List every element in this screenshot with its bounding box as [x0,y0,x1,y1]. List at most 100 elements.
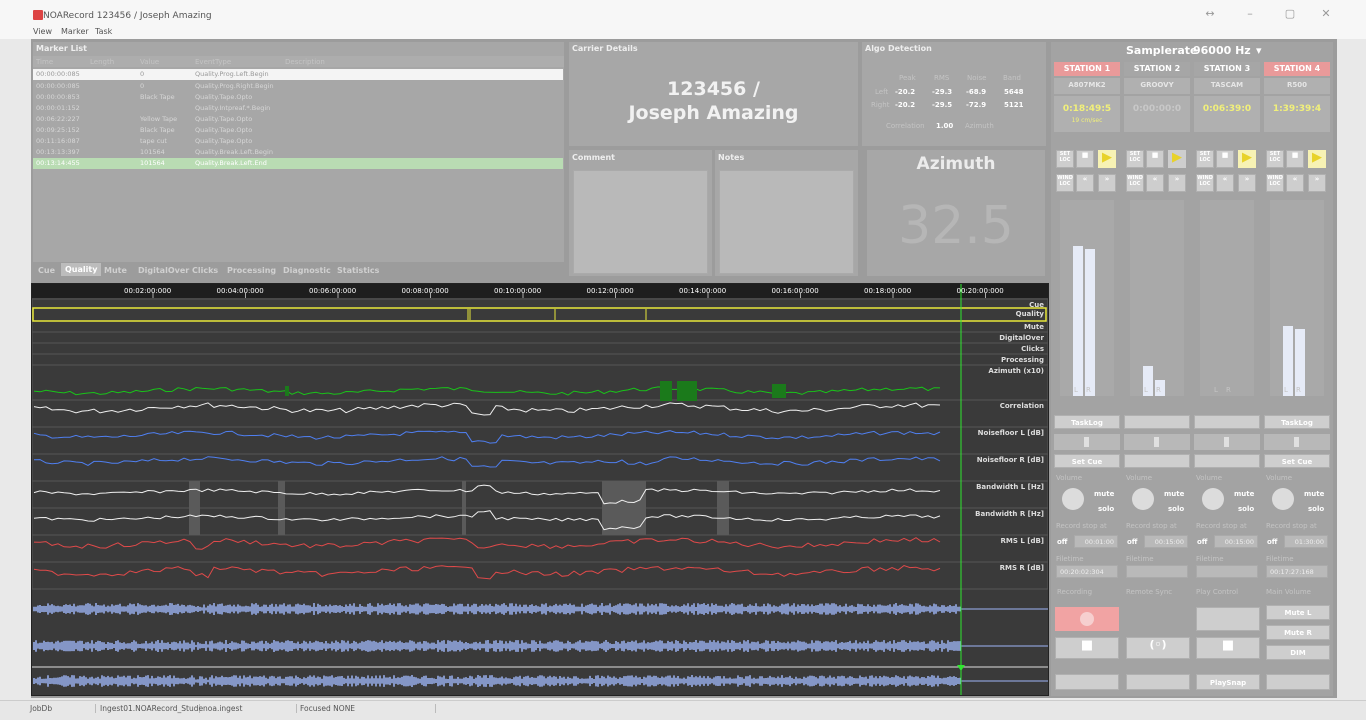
forward-icon[interactable]: » [1308,174,1326,192]
station-name[interactable]: STATION 3 [1194,62,1260,76]
stop-icon[interactable]: ■ [1286,150,1304,168]
record-stop-time[interactable]: 01:30:00 [1284,535,1328,548]
volume-knob[interactable] [1202,488,1224,510]
table-row[interactable]: 00:00:00:085 0 Quality.Prog.Left.Begin [33,69,563,80]
column-time[interactable]: Time [36,58,54,66]
forward-icon[interactable]: » [1238,174,1256,192]
tab-diagnostic[interactable]: Diagnostic [283,266,331,275]
forward-icon[interactable]: » [1168,174,1186,192]
wind-loc-button[interactable]: WIND LOC [1056,174,1074,192]
wind-loc-button[interactable]: WIND LOC [1266,174,1284,192]
mute-l-button[interactable]: Mute L [1266,605,1330,620]
maximize-button[interactable]: ▢ [1284,7,1296,20]
station-name[interactable]: STATION 4 [1264,62,1330,76]
stop-icon[interactable]: ■ [1216,150,1234,168]
station-name[interactable]: STATION 2 [1124,62,1190,76]
tab-cue[interactable]: Cue [38,266,55,275]
set-cue-button[interactable] [1124,454,1190,468]
tab-digitalover[interactable]: DigitalOver [138,266,190,275]
set-loc-button[interactable]: SET LOC [1056,150,1074,168]
close-button[interactable]: ✕ [1321,7,1331,20]
table-row-selected[interactable]: 00:13:14:455 101564 Quality.Break.Left.End [33,158,563,169]
timeline-svg[interactable]: 00:02:00:000 00:04:00:000 00:06:00:000 00:0… [31,284,1049,695]
mute-toggle[interactable]: mute [1234,490,1255,498]
record-stop-off[interactable]: off [1057,538,1068,546]
minimize-button[interactable]: – [1247,7,1253,20]
rewind-icon[interactable]: « [1146,174,1164,192]
tab-processing[interactable]: Processing [227,266,277,275]
record-stop-off[interactable]: off [1127,538,1138,546]
solo-toggle[interactable]: solo [1168,505,1185,513]
volume-knob[interactable] [1272,488,1294,510]
balance-slider[interactable] [1264,434,1330,450]
set-loc-button[interactable]: SET LOC [1126,150,1144,168]
tasklog-button[interactable]: TaskLog [1054,415,1120,429]
wind-loc-button[interactable]: WIND LOC [1126,174,1144,192]
empty-button[interactable] [1266,674,1330,690]
station-name[interactable]: STATION 1 [1054,62,1120,76]
column-eventtype[interactable]: EventType [195,58,232,66]
record-stop-time[interactable]: 00:15:00 [1144,535,1188,548]
play-control-button[interactable] [1196,607,1260,631]
volume-knob[interactable] [1132,488,1154,510]
menu-marker[interactable]: Marker [61,27,89,36]
table-row[interactable]: 00:00:00:853 Black Tape Quality.Tape.Opto [36,93,253,101]
solo-toggle[interactable]: solo [1308,505,1325,513]
set-cue-button[interactable]: Set Cue [1054,454,1120,468]
volume-knob[interactable] [1062,488,1084,510]
table-row[interactable]: 00:00:01:152 Quality.Intpreaf.*.Begin [36,104,271,112]
stop-icon[interactable]: ■ [1076,150,1094,168]
comment-field[interactable] [573,170,708,274]
record-stop-time[interactable]: 00:15:00 [1214,535,1258,548]
play-icon[interactable]: ▶ [1098,150,1116,168]
record-stop-time[interactable]: 00:01:00 [1074,535,1118,548]
solo-toggle[interactable]: solo [1238,505,1255,513]
table-row[interactable]: 00:06:22:227 Yellow Tape Quality.Tape.Opto [36,115,253,123]
table-row[interactable]: 00:13:13:397 101564 Quality.Break.Left.Beg… [36,148,273,156]
tab-mute[interactable]: Mute [104,266,127,275]
empty-button[interactable] [1126,674,1190,690]
record-stop-off[interactable]: off [1267,538,1278,546]
mute-r-button[interactable]: Mute R [1266,625,1330,640]
stop-icon[interactable]: ■ [1146,150,1164,168]
forward-icon[interactable]: » [1098,174,1116,192]
set-cue-button[interactable]: Set Cue [1264,454,1330,468]
column-description[interactable]: Description [285,58,325,66]
menu-task[interactable]: Task [95,27,113,36]
rewind-icon[interactable]: « [1216,174,1234,192]
resize-icon[interactable]: ↔ [1205,7,1215,20]
balance-slider[interactable] [1054,434,1120,450]
mute-toggle[interactable]: mute [1094,490,1115,498]
column-length[interactable]: Length [90,58,115,66]
set-loc-button[interactable]: SET LOC [1196,150,1214,168]
wind-loc-button[interactable]: WIND LOC [1196,174,1214,192]
record-stop-off[interactable]: off [1197,538,1208,546]
balance-slider[interactable] [1194,434,1260,450]
play-icon[interactable]: ▶ [1238,150,1256,168]
rewind-icon[interactable]: « [1076,174,1094,192]
solo-toggle[interactable]: solo [1098,505,1115,513]
timeline-panel[interactable]: 00:02:00:000 00:04:00:000 00:06:00:000 00:0… [31,283,1049,696]
play-icon[interactable]: ▶ [1168,150,1186,168]
samplerate-select[interactable]: 96000 Hz [1193,44,1251,57]
table-row[interactable]: 00:00:00:085 0 Quality.Prog.Right.Begin [36,82,274,90]
mute-toggle[interactable]: mute [1304,490,1325,498]
mute-toggle[interactable]: mute [1164,490,1185,498]
remote-sync-icon[interactable]: (◦) [1126,637,1190,659]
rewind-icon[interactable]: « [1286,174,1304,192]
playsnap-button[interactable]: PlaySnap [1196,674,1260,690]
record-button[interactable] [1055,607,1119,631]
column-value[interactable]: Value [140,58,160,66]
menu-view[interactable]: View [33,27,52,36]
tasklog-button[interactable]: TaskLog [1264,415,1330,429]
tasklog-button[interactable] [1194,415,1260,429]
dim-button[interactable]: DIM [1266,645,1330,660]
table-row[interactable]: 00:11:16:087 tape cut Quality.Tape.Opto [36,137,253,145]
notes-field[interactable] [719,170,854,274]
samplerate-chevron-icon[interactable]: ▾ [1256,44,1262,57]
record-stop-icon[interactable]: ■ [1055,637,1119,659]
table-row[interactable]: 00:09:25:152 Black Tape Quality.Tape.Opto [36,126,253,134]
tasklog-button[interactable] [1124,415,1190,429]
play-icon[interactable]: ▶ [1308,150,1326,168]
set-loc-button[interactable]: SET LOC [1266,150,1284,168]
